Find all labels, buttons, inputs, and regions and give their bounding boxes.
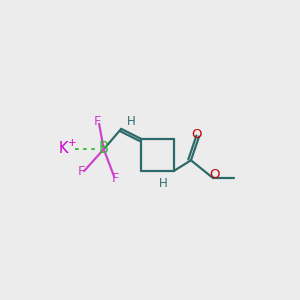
Text: B: B <box>99 140 109 155</box>
Text: F: F <box>112 172 119 184</box>
Text: H: H <box>127 116 136 128</box>
Text: H: H <box>159 177 167 190</box>
Text: F: F <box>94 115 102 128</box>
Text: F: F <box>78 165 85 178</box>
Text: O: O <box>191 128 202 141</box>
Text: K: K <box>58 140 68 155</box>
Text: O: O <box>210 168 220 181</box>
Text: +: + <box>68 138 76 148</box>
